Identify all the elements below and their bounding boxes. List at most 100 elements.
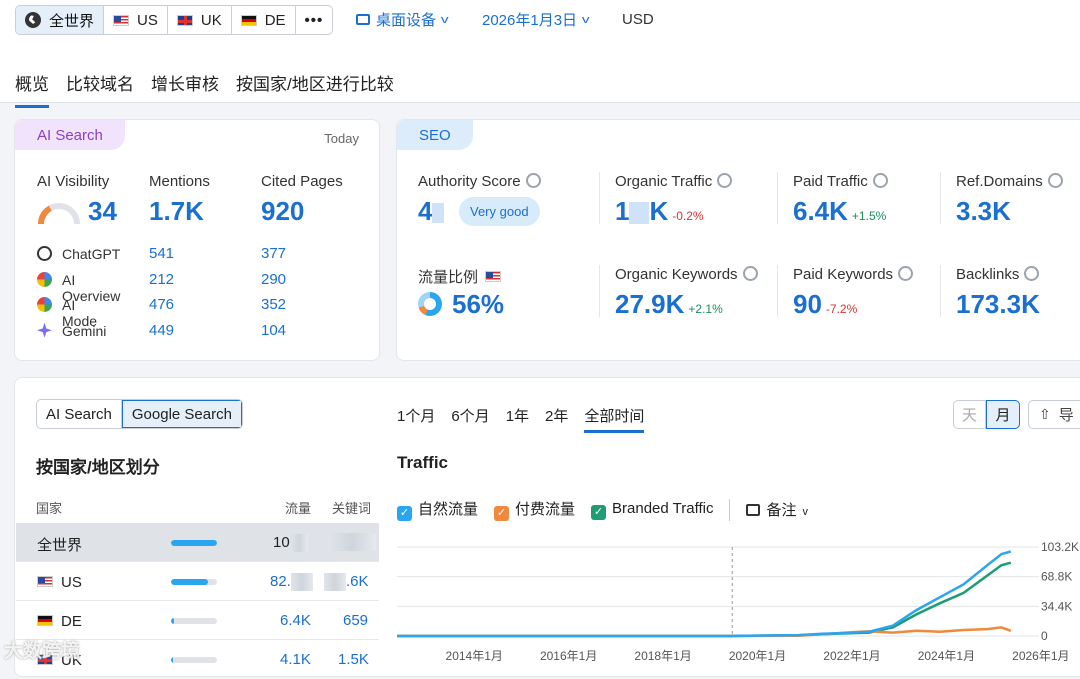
region-us[interactable]: US — [104, 6, 168, 34]
blurred-region — [324, 573, 346, 592]
tab-compare-domains[interactable]: 比较域名 — [66, 75, 134, 94]
cited-pages-label: Cited Pages — [261, 173, 343, 190]
granularity-day[interactable]: 天 — [953, 400, 986, 429]
info-icon — [717, 173, 733, 188]
y-tick-label: 103.2K — [1041, 540, 1079, 554]
top-bar: 全世界 US UK DE ••• 桌面设备 v 2026年1月3日 v USD 概览… — [0, 0, 1080, 108]
traffic-share-bar — [171, 540, 217, 546]
time-range-tabs: 1个月 6个月 1年 2年 全部时间 — [397, 405, 645, 433]
cited-pages-value[interactable]: 920 — [261, 196, 305, 226]
chart-title: Traffic — [397, 453, 449, 472]
series-line-1 — [397, 626, 1012, 638]
de-flag-icon — [240, 14, 257, 26]
checkbox-icon: ✓ — [591, 504, 607, 520]
date-dropdown[interactable]: 2026年1月3日 v — [482, 12, 590, 29]
info-icon — [742, 266, 758, 281]
mentions-value[interactable]: 1.7K — [149, 196, 204, 226]
paid-keywords-label: Paid Keywords — [793, 266, 914, 283]
source-row-ai-mode: AI Mode 476 352 — [37, 296, 286, 329]
mentions-label: Mentions — [149, 173, 210, 190]
traffic-share-bar — [171, 657, 217, 663]
very-good-badge: Very good — [459, 197, 540, 226]
blurred-region — [432, 203, 445, 224]
region-worldwide[interactable]: 全世界 — [16, 6, 105, 34]
gemini-icon — [37, 322, 52, 338]
organic-keywords-value[interactable]: 27.9K +2.1% — [615, 289, 723, 319]
more-regions-button[interactable]: ••• — [296, 6, 333, 34]
country-row-uk[interactable]: UK 4.1K 1.5K — [16, 640, 379, 679]
granularity-month[interactable]: 月 — [986, 400, 1020, 429]
organic-traffic-value[interactable]: 1 K -0.2% — [615, 196, 704, 226]
google-icon — [37, 297, 52, 313]
ref-domains-label: Ref.Domains — [956, 173, 1063, 190]
range-2-years[interactable]: 2年 — [545, 408, 569, 425]
legend-branded[interactable]: ✓ Branded Traffic — [591, 500, 713, 520]
y-tick-label: 34.4K — [1041, 599, 1072, 613]
info-icon — [1024, 266, 1040, 281]
paid-keywords-value[interactable]: 90 -7.2% — [793, 289, 858, 319]
y-tick-label: 68.8K — [1041, 570, 1072, 584]
checkbox-icon: ✓ — [494, 506, 510, 521]
range-1-year[interactable]: 1年 — [505, 408, 530, 425]
authority-score-label: Authority Score — [418, 173, 541, 190]
traffic-share-label: 流量比例 — [418, 266, 509, 287]
region-de[interactable]: DE — [232, 6, 296, 34]
uk-flag-icon — [176, 14, 193, 26]
seo-pill: SEO — [397, 120, 473, 150]
organic-keywords-label: Organic Keywords — [615, 266, 758, 283]
ref-domains-value[interactable]: 3.3K — [956, 196, 1011, 226]
search-type-toggle: AI Search Google Search — [36, 399, 243, 429]
legend-paid[interactable]: ✓ 付费流量 — [494, 498, 575, 521]
main-tabs: 概览 比较域名 增长审核 按国家/地区进行比较 — [15, 70, 394, 108]
tab-overview[interactable]: 概览 — [15, 70, 49, 108]
traffic-share-donut — [418, 292, 442, 316]
ai-visibility-value[interactable]: 34 — [88, 196, 117, 226]
chevron-down-icon: v — [802, 506, 809, 518]
currency-label: USD — [622, 11, 654, 28]
authority-score-value[interactable]: 4 — [418, 196, 445, 227]
today-label: Today — [324, 131, 359, 146]
chevron-down-icon: v — [581, 13, 590, 26]
chevron-down-icon: v — [440, 13, 449, 26]
ai-visibility-label: AI Visibility — [37, 173, 110, 190]
chart-legend: ✓ 自然流量 ✓ 付费流量 ✓ Branded Traffic 备注 v — [397, 498, 808, 521]
region-uk[interactable]: UK — [168, 6, 232, 34]
info-icon — [1047, 173, 1063, 188]
col-keywords: 关键词 — [332, 501, 372, 516]
range-all-time[interactable]: 全部时间 — [584, 405, 645, 433]
notes-dropdown[interactable]: 备注 v — [746, 499, 808, 520]
blurred-region — [328, 533, 376, 551]
country-row-us[interactable]: US 82. .6K — [16, 562, 379, 601]
paid-traffic-value[interactable]: 6.4K +1.5% — [793, 196, 887, 226]
traffic-chart: 103.2K 68.8K 34.4K 0 2014年1月 2016年1月 2018年1月 20… — [397, 540, 1079, 663]
uk-flag-icon — [37, 654, 53, 665]
x-tick-label: 2020年1月 — [729, 649, 786, 663]
series-line-0 — [397, 550, 1012, 638]
export-button[interactable]: ⇧ 导 — [1028, 400, 1080, 429]
monitor-icon — [356, 14, 370, 25]
country-row-de[interactable]: DE 6.4K 659 — [16, 601, 379, 640]
x-tick-label: 2022年1月 — [823, 649, 880, 663]
range-1-month[interactable]: 1个月 — [397, 408, 436, 425]
comment-icon — [746, 504, 761, 516]
toggle-ai-search[interactable]: AI Search — [37, 400, 122, 428]
range-6-months[interactable]: 6个月 — [451, 408, 490, 425]
legend-organic[interactable]: ✓ 自然流量 — [397, 498, 478, 521]
device-dropdown[interactable]: 桌面设备 v — [356, 9, 449, 30]
blurred-region — [289, 534, 308, 553]
tab-growth-audit[interactable]: 增长审核 — [151, 75, 219, 94]
traffic-share-value[interactable]: 56% — [452, 289, 505, 319]
google-icon — [37, 271, 52, 287]
info-icon — [872, 173, 888, 188]
backlinks-value[interactable]: 173.3K — [956, 289, 1040, 319]
traffic-share-bar — [171, 618, 217, 624]
us-flag-icon — [37, 576, 53, 587]
seo-card: SEO Authority Score 4 Very good Organic … — [396, 119, 1080, 361]
info-icon — [525, 173, 541, 188]
toggle-google-search[interactable]: Google Search — [121, 400, 242, 428]
tab-compare-countries[interactable]: 按国家/地区进行比较 — [236, 75, 394, 94]
ai-sources-list: ChatGPT 541 377 AI Overview 212 290 AI M… — [37, 245, 286, 347]
source-row-chatgpt: ChatGPT 541 377 — [37, 245, 286, 271]
ai-search-card: AI Search Today AI Visibility 34 Mention… — [14, 119, 380, 361]
country-row-worldwide[interactable]: 全世界 10 — [16, 523, 379, 562]
